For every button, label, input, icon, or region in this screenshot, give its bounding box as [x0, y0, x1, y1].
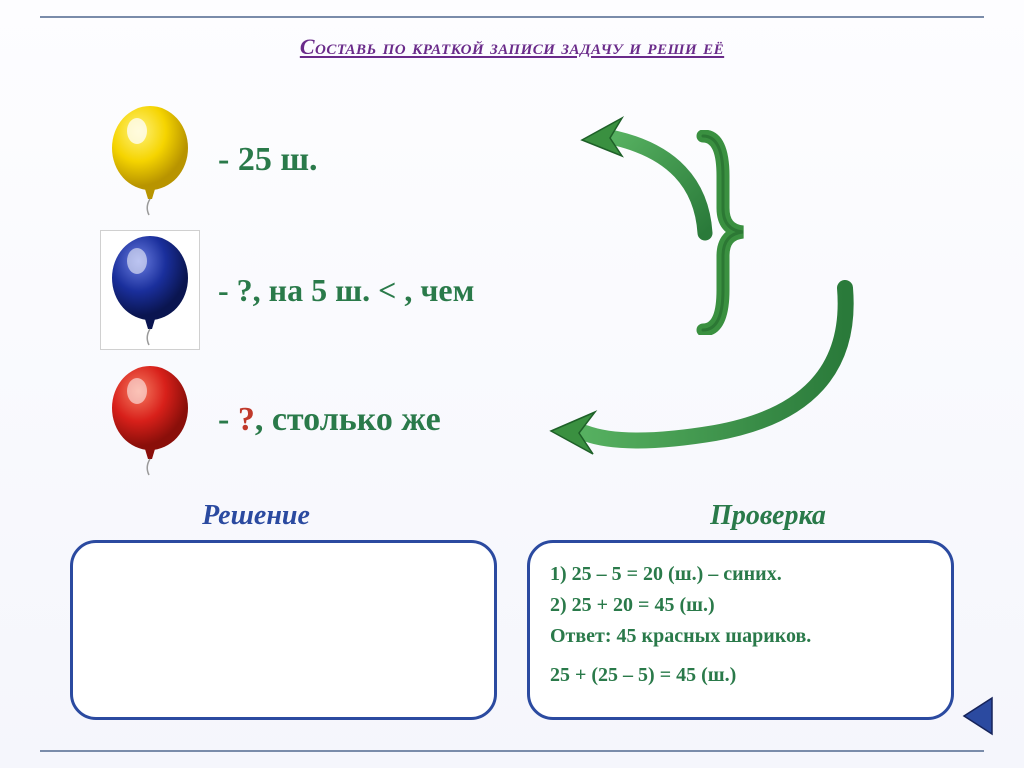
- balloon-red: [100, 360, 200, 480]
- row-red-q: ?: [238, 401, 255, 438]
- top-rule: [40, 16, 984, 18]
- box-headings: Решение Проверка: [0, 500, 1024, 532]
- row-red: - ?, столько же: [100, 360, 441, 480]
- balloon-yellow: [100, 100, 200, 220]
- row-red-text: - ?, столько же: [218, 401, 441, 439]
- check-box: 1) 25 – 5 = 20 (ш.) – синих. 2) 25 + 20 …: [527, 540, 954, 720]
- row-blue: - ?, на 5 ш. < , чем: [100, 230, 474, 350]
- solution-box: [70, 540, 497, 720]
- heading-check: Проверка: [512, 500, 1024, 532]
- slide: Составь по краткой записи задачу и реши …: [0, 0, 1024, 768]
- slide-title: Составь по краткой записи задачу и реши …: [0, 34, 1024, 60]
- row-red-prefix: -: [218, 401, 238, 438]
- row-yellow: - 25 ш.: [100, 100, 318, 220]
- check-line-3: Ответ: 45 красных шариков.: [550, 621, 931, 652]
- check-line-2: 2) 25 + 20 = 45 (ш.): [550, 590, 931, 621]
- arrow-curved-up-icon: [570, 98, 740, 273]
- bottom-rule: [40, 750, 984, 752]
- back-button[interactable]: [958, 694, 1002, 738]
- balloon-blue: [100, 230, 200, 350]
- row-yellow-text: - 25 ш.: [218, 141, 318, 179]
- heading-solution: Решение: [0, 500, 512, 532]
- check-line-1: 1) 25 – 5 = 20 (ш.) – синих.: [550, 559, 931, 590]
- row-blue-text: - ?, на 5 ш. < , чем: [218, 272, 474, 309]
- boxes-row: 1) 25 – 5 = 20 (ш.) – синих. 2) 25 + 20 …: [70, 540, 954, 720]
- row-red-suffix: , столько же: [255, 401, 441, 438]
- triangle-left-icon: [958, 694, 1002, 738]
- check-line-4: 25 + (25 – 5) = 45 (ш.): [550, 660, 931, 691]
- arrow-curved-down-icon: [545, 278, 895, 483]
